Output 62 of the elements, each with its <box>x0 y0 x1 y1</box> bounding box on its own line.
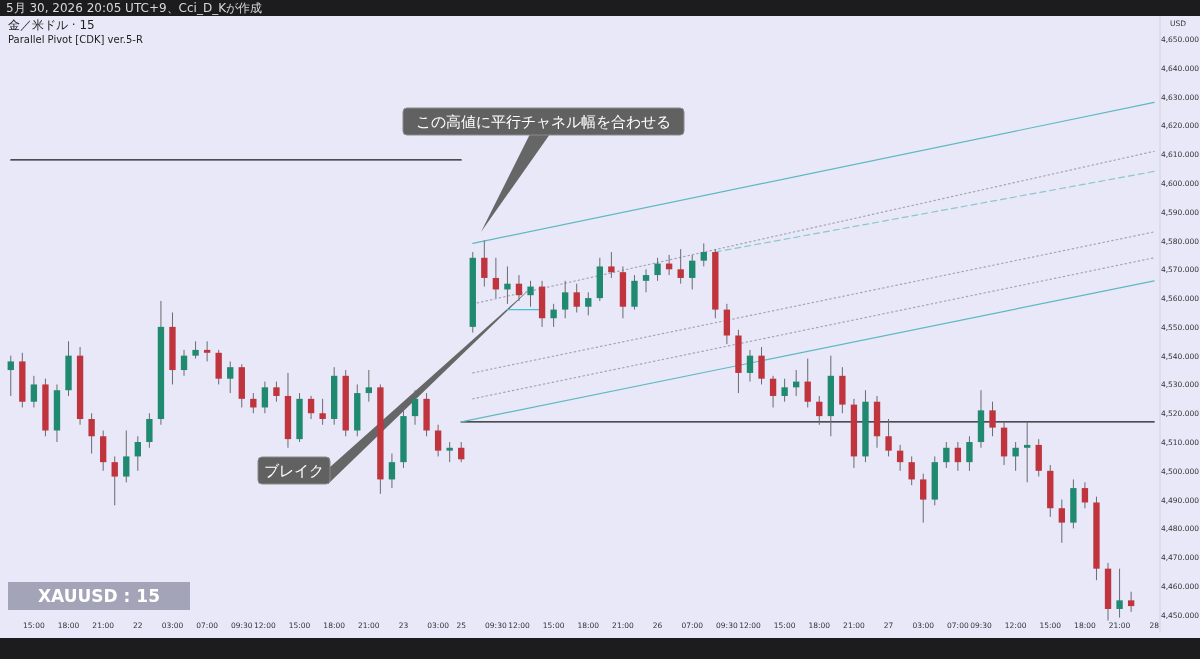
candlestick <box>746 349 754 383</box>
candlestick <box>388 453 396 489</box>
candlestick <box>677 248 684 285</box>
candlestick <box>250 392 257 414</box>
candlestick <box>769 375 777 408</box>
candlestick <box>146 412 153 449</box>
candlestick <box>954 441 962 472</box>
candlestick <box>896 444 904 472</box>
candlestick <box>434 424 442 457</box>
annotation: XAUUSD : 15 <box>38 586 160 606</box>
chart-title: 金／米ドル · 15 <box>8 18 95 32</box>
candlestick <box>654 257 661 282</box>
annotation: この高値に平行チャネル幅を合わせる <box>415 113 671 131</box>
candlestick <box>527 280 534 308</box>
candlestick <box>562 280 569 319</box>
candlestick <box>481 240 488 288</box>
candlestick <box>7 355 14 397</box>
candlestick <box>111 455 118 506</box>
candlestick <box>700 242 707 267</box>
candlestick <box>1012 441 1019 472</box>
candlestick <box>585 291 592 316</box>
candlestick <box>30 375 38 408</box>
candlestick <box>273 381 280 403</box>
text: Parallel Pivot [CDK] ver.5-R <box>8 34 143 45</box>
candlestick <box>227 360 234 394</box>
candlestick <box>1127 591 1135 613</box>
candlestick <box>1116 568 1123 619</box>
candlestick <box>608 251 615 279</box>
candlestick <box>1024 421 1031 483</box>
candlestick <box>319 398 326 426</box>
candlestick <box>411 389 419 426</box>
candlestick <box>123 430 130 483</box>
candlestick <box>446 441 453 463</box>
candlestick <box>885 418 892 457</box>
candlestick <box>88 412 95 455</box>
candlestick <box>966 435 973 472</box>
candlestick <box>504 265 511 305</box>
candlestick <box>908 455 915 486</box>
candlestick <box>261 381 269 414</box>
candlestick <box>689 254 696 290</box>
candlestick <box>307 395 315 420</box>
candlestick <box>920 473 927 524</box>
candlestick <box>943 441 950 469</box>
candlestick <box>515 274 523 302</box>
candlestick <box>180 349 188 377</box>
candlestick <box>492 257 500 299</box>
candlestick <box>458 441 465 463</box>
candlestick <box>1058 499 1065 544</box>
candlestick <box>1081 481 1089 509</box>
candlestick <box>758 346 765 385</box>
candlestick <box>550 303 557 328</box>
text: 5月 30, 2026 20:05 UTC+9、Cci_D_Kが作成 <box>6 1 262 15</box>
candlestick <box>781 378 788 403</box>
candlestick <box>134 435 141 472</box>
candlestick <box>804 358 811 408</box>
candlestick <box>816 395 823 426</box>
candlestick <box>365 369 372 403</box>
annotation: ブレイク <box>264 462 324 480</box>
candlestick <box>203 340 211 362</box>
candlestick <box>989 401 996 437</box>
candlestick <box>642 268 650 293</box>
candlestick <box>573 283 580 313</box>
